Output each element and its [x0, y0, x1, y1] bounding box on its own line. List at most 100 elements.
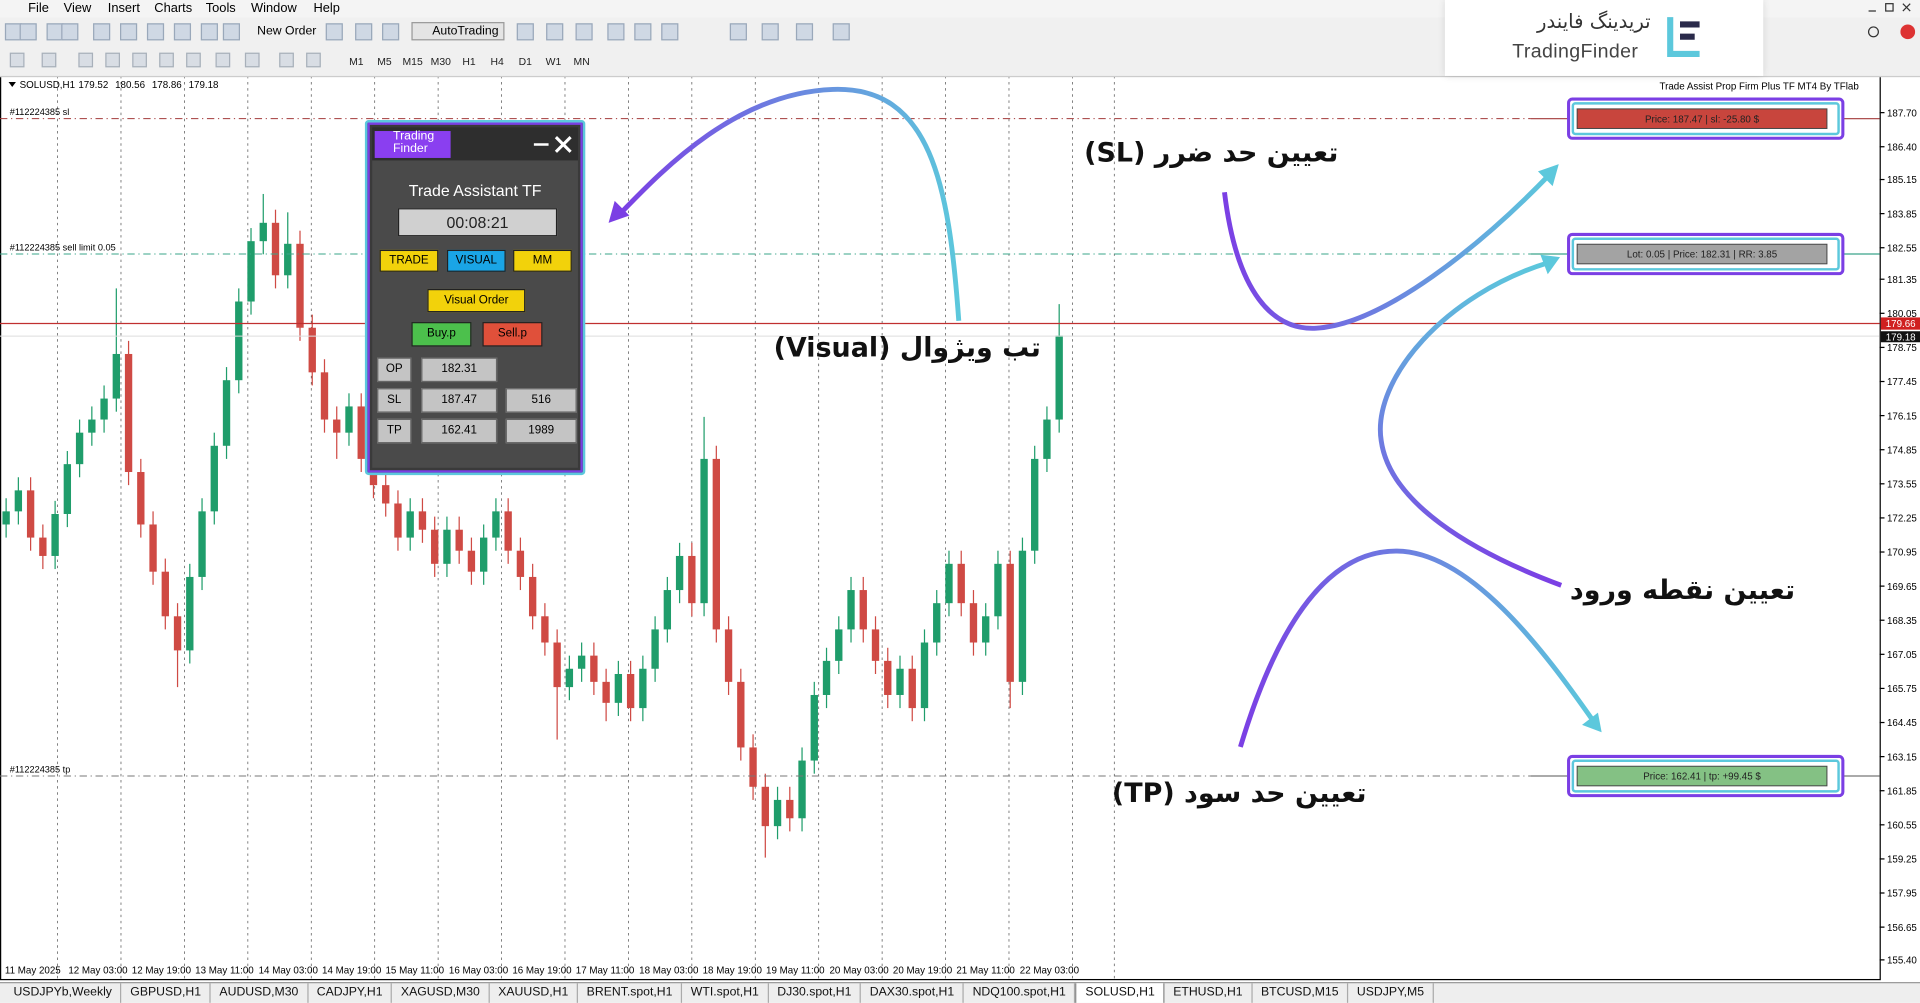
timeframe-button[interactable]: D1 [518, 55, 532, 68]
chart-tab[interactable]: NDQ100.spot,H1 [964, 983, 1076, 1003]
candle-body [247, 241, 255, 302]
candle-body [651, 629, 659, 669]
toolbar-icon[interactable] [120, 23, 138, 41]
toolbar-icon[interactable] [132, 52, 147, 68]
row-value[interactable]: 516 [505, 388, 577, 413]
menu-item[interactable]: View [63, 1, 92, 16]
chart-tab[interactable]: XAGUSD,M30 [392, 983, 490, 1003]
trade-box[interactable] [1576, 243, 1828, 265]
chart-tab[interactable]: ETHUSD,H1 [1165, 983, 1253, 1003]
toolbar-icon[interactable] [200, 23, 218, 41]
panel-logo-line: Finder [393, 142, 428, 156]
toolbar-icon[interactable] [795, 23, 814, 41]
toolbar-icon[interactable] [93, 23, 111, 41]
chart-tab[interactable]: AUDUSD,M30 [211, 983, 309, 1003]
timeframe-button[interactable]: M1 [349, 55, 364, 68]
toolbar-icon[interactable] [382, 23, 400, 41]
panel-controls[interactable] [531, 135, 575, 155]
panel-close[interactable] [554, 136, 572, 153]
menu-item[interactable]: Help [313, 1, 340, 16]
autotrading-button[interactable]: AutoTrading [411, 22, 505, 41]
toolbar-icon[interactable] [146, 23, 165, 41]
toolbar-icon[interactable] [19, 23, 37, 41]
timeframe-button[interactable]: MN [573, 55, 590, 68]
toolbar-icon[interactable] [546, 23, 564, 41]
y-tick-label: 156.65 [1887, 923, 1917, 934]
trade-box[interactable] [1576, 765, 1828, 787]
toolbar-icon[interactable] [173, 23, 192, 41]
chart-tab[interactable]: CADJPY,H1 [308, 983, 393, 1003]
tab-button[interactable]: VISUAL [446, 249, 506, 272]
chart-tab[interactable]: SOLUSD,H1 [1075, 983, 1165, 1003]
row-value[interactable]: 162.41 [421, 418, 498, 444]
toolbar-icon[interactable] [244, 52, 260, 68]
toolbar-icon[interactable] [215, 52, 231, 68]
row-value[interactable]: 187.47 [421, 388, 498, 413]
timeframe-button[interactable]: M15 [402, 55, 423, 68]
toolbar-icon[interactable] [325, 23, 343, 41]
symbol-arrow [8, 82, 16, 87]
timeframe-button[interactable]: H1 [462, 55, 476, 68]
tab-button[interactable]: MM [513, 249, 572, 272]
chart-tab[interactable]: BRENT.spot,H1 [578, 983, 683, 1003]
timeframe-button[interactable]: M30 [430, 55, 451, 68]
toolbar-icon[interactable] [661, 23, 679, 41]
x-tick-label: 20 May 03:00 [829, 965, 889, 976]
toolbar-icon[interactable] [105, 52, 121, 68]
toolbar-icon[interactable] [355, 23, 373, 41]
toolbar-icon[interactable] [729, 23, 747, 41]
toolbar-icon[interactable] [159, 52, 174, 68]
toolbar-icon[interactable] [607, 23, 625, 41]
menu-item[interactable]: Tools [205, 1, 236, 16]
visual-order-button[interactable]: Visual Order [427, 288, 526, 313]
toolbar-icon[interactable] [575, 23, 593, 41]
timeframe-button[interactable]: M5 [377, 55, 392, 68]
toolbar-icon[interactable] [761, 23, 779, 41]
toolbar-icon[interactable] [41, 52, 57, 68]
annotation: تعیین حد سود (TP) [1111, 778, 1367, 810]
toolbar-icon[interactable] [186, 52, 201, 68]
chart-tab[interactable]: XAUUSD,H1 [490, 983, 579, 1003]
menu-item[interactable]: File [28, 1, 49, 16]
x-tick-label: 14 May 03:00 [259, 965, 319, 976]
toolbar-icon[interactable] [78, 52, 94, 68]
candle-body [186, 576, 194, 651]
sell-button[interactable]: Sell.p [482, 322, 543, 347]
chart-tab[interactable]: DJ30.spot,H1 [769, 983, 862, 1003]
tab-button[interactable]: TRADE [379, 249, 439, 272]
row-value[interactable]: 1989 [505, 418, 577, 444]
chart-tab[interactable]: DAX30.spot,H1 [861, 983, 964, 1003]
y-tick-label: 170.95 [1887, 548, 1917, 559]
toolbar-icon[interactable] [222, 23, 241, 41]
toolbar-icon[interactable] [516, 23, 534, 41]
candle-body [835, 629, 843, 661]
chart-tab[interactable]: GBPUSD,H1 [122, 983, 211, 1003]
toolbar-icon[interactable] [279, 52, 294, 68]
chart-tab[interactable]: USDJPYb,Weekly [5, 983, 122, 1003]
row-value[interactable]: 182.31 [421, 357, 498, 383]
y-tick-label: 167.05 [1887, 650, 1917, 661]
chart-tab[interactable]: USDJPY,M5 [1348, 983, 1434, 1003]
toolbar-icon[interactable] [634, 23, 652, 41]
toolbar-icon[interactable] [832, 23, 850, 41]
candle-body [969, 603, 978, 643]
toolbar-icon[interactable] [61, 23, 79, 41]
chart-tab[interactable]: BTCUSD,M15 [1252, 983, 1349, 1003]
toolbar-icon[interactable] [306, 52, 321, 68]
timeframe-button[interactable]: H4 [490, 55, 504, 68]
chart-tab[interactable]: WTI.spot,H1 [682, 983, 769, 1003]
timeframe-button[interactable]: W1 [545, 55, 562, 68]
window-controls[interactable] [1861, 0, 1920, 49]
restore[interactable] [1885, 3, 1894, 12]
close[interactable] [1902, 3, 1911, 12]
toolbar-icon[interactable] [9, 52, 25, 68]
menu-item[interactable]: Insert [107, 1, 140, 16]
buy-button[interactable]: Buy.p [411, 322, 472, 347]
search[interactable] [1867, 26, 1879, 38]
notifications[interactable] [1900, 24, 1916, 40]
menu-item[interactable]: Window [251, 1, 297, 16]
new-order-button[interactable]: New Order [257, 24, 317, 38]
menu-item[interactable]: Charts [154, 1, 193, 16]
candle-body [541, 616, 549, 643]
trade-box[interactable] [1576, 108, 1828, 129]
